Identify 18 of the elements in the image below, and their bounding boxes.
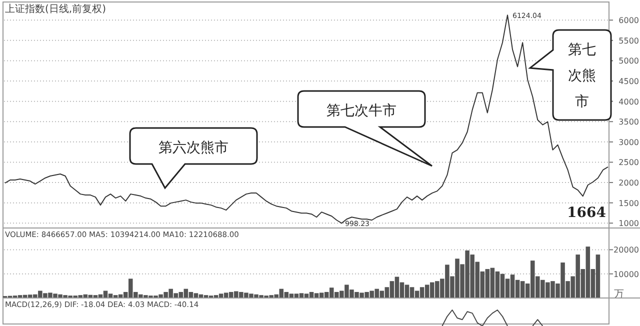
y-tick-label: 10000: [614, 270, 639, 279]
y-tick-label: 20000: [614, 246, 639, 255]
y-tick-label: 3000: [618, 138, 639, 147]
y-tick-label: 1000: [618, 219, 639, 228]
y-tick-label: 6000: [618, 16, 639, 26]
annotation: 1664: [567, 205, 606, 221]
annotation: 第六次熊市: [158, 140, 228, 156]
y-tick-label: 5500: [618, 36, 639, 46]
y-tick-label: 2500: [618, 158, 639, 168]
annotation: 第七次熊市: [568, 42, 596, 110]
chart-title: 上证指数(日线,前复权): [5, 3, 106, 15]
y-tick-label: 1500: [618, 198, 639, 208]
y-tick-label: 4000: [618, 97, 639, 106]
y-tick-label: 2000: [618, 178, 639, 188]
y-tick-label: 5000: [618, 56, 639, 66]
annotation: 第七次牛市: [326, 103, 396, 119]
y-tick-label: 3500: [618, 118, 639, 127]
y-tick-label: 4500: [618, 77, 639, 86]
